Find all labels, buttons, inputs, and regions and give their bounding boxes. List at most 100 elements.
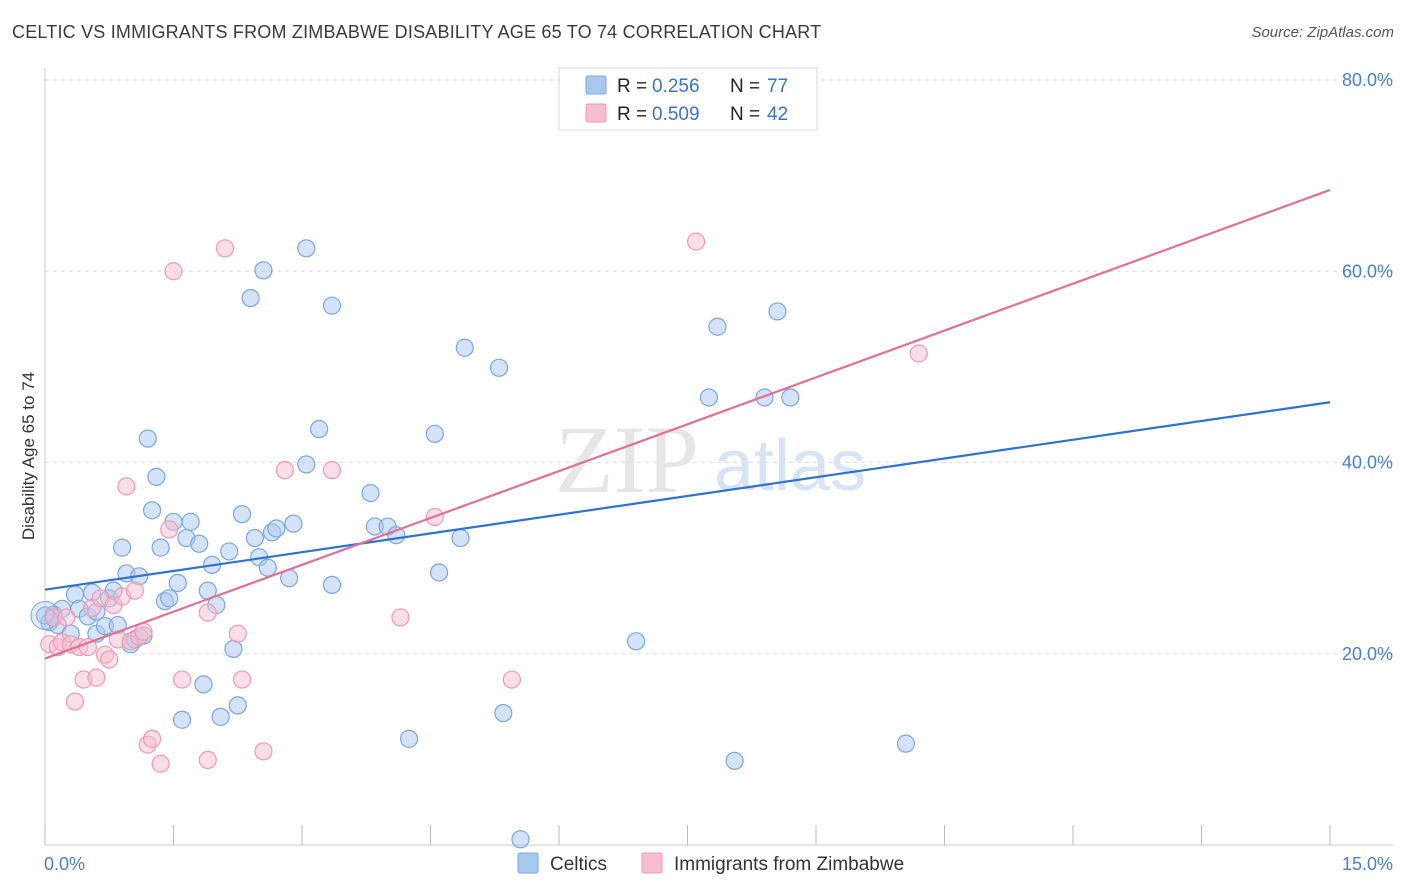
legend-r-value: 0.256 xyxy=(652,76,700,97)
zimbabwe-point xyxy=(164,262,183,281)
zimbabwe-point xyxy=(172,670,192,689)
celtics-point xyxy=(245,528,264,548)
celtics-point xyxy=(284,514,303,533)
bottom-legend-swatch-celtics xyxy=(517,852,539,874)
y-tick-label: 20.0% xyxy=(1342,644,1393,664)
celtics-point xyxy=(297,239,316,258)
legend-n-value: 77 xyxy=(767,76,788,97)
chart-title: CELTIC VS IMMIGRANTS FROM ZIMBABWE DISAB… xyxy=(12,22,822,42)
celtics-point xyxy=(168,573,187,593)
celtics-point xyxy=(151,538,170,557)
zimbabwe-point xyxy=(232,670,252,689)
celtics-point xyxy=(425,424,444,443)
zimbabwe-points xyxy=(40,232,928,773)
source-label: Source: ZipAtlas.com xyxy=(1251,24,1394,41)
celtics-point xyxy=(399,729,419,748)
celtics-point xyxy=(626,632,646,651)
zimbabwe-point xyxy=(57,608,76,627)
watermark-zip: ZIP xyxy=(555,406,699,513)
celtics-point xyxy=(147,467,166,486)
watermark-atlas: atlas xyxy=(714,426,866,506)
zimbabwe-point xyxy=(275,461,294,480)
zimbabwe-point xyxy=(151,754,170,773)
celtics-point xyxy=(494,703,513,723)
celtics-point xyxy=(310,419,329,439)
celtics-point xyxy=(451,528,470,548)
y-tick-label: 60.0% xyxy=(1342,261,1393,281)
axes xyxy=(44,68,1393,846)
celtics-point xyxy=(489,358,509,377)
celtics-point xyxy=(361,484,380,503)
zimbabwe-trend-line xyxy=(44,188,1331,660)
celtics-point xyxy=(112,538,132,557)
celtics-point xyxy=(297,455,316,474)
zimbabwe-point xyxy=(100,650,119,669)
zimbabwe-point xyxy=(322,461,342,480)
celtics-point xyxy=(228,696,247,715)
bottom-legend-swatch-zimbabwe xyxy=(641,852,663,874)
celtics-point xyxy=(322,575,342,595)
y-tick-labels: 20.0% 40.0% 60.0% 80.0% xyxy=(1342,70,1393,664)
celtics-point xyxy=(138,429,157,448)
y-tick-label: 40.0% xyxy=(1342,453,1393,473)
legend-swatch-celtics xyxy=(585,75,607,95)
y-axis-label: Disability Age 65 to 74 xyxy=(19,372,38,540)
celtics-point xyxy=(699,388,719,407)
x-tick-labels: 0.0% 15.0% xyxy=(44,854,1393,874)
bottom-legend-celtics: Celtics xyxy=(550,854,607,875)
celtics-point xyxy=(241,288,260,308)
zimbabwe-point xyxy=(198,603,217,622)
legend: R = 0.256 N = 77 R = 0.509 N = 42 xyxy=(558,67,818,131)
y-tick-label: 80.0% xyxy=(1342,70,1393,90)
zimbabwe-point xyxy=(254,742,273,761)
celtics-point xyxy=(267,519,286,538)
zimbabwe-point xyxy=(502,670,521,689)
celtics-point xyxy=(211,707,230,726)
celtics-point xyxy=(190,534,209,553)
zimbabwe-point xyxy=(215,239,234,258)
celtics-point xyxy=(172,710,192,729)
zimbabwe-point xyxy=(909,344,928,363)
celtics-trend-line xyxy=(44,401,1331,591)
celtics-point xyxy=(194,675,213,694)
celtics-point xyxy=(511,830,530,849)
legend-n-value: 42 xyxy=(767,104,788,125)
zimbabwe-point xyxy=(160,520,179,539)
x-tick-label: 0.0% xyxy=(44,854,85,874)
celtics-point xyxy=(232,505,252,524)
celtics-point xyxy=(254,261,273,280)
zimbabwe-point xyxy=(686,232,706,251)
celtics-point xyxy=(181,512,200,531)
celtics-point xyxy=(781,388,800,407)
legend-r-label: R = xyxy=(617,104,647,125)
zimbabwe-point xyxy=(87,668,106,687)
bottom-legend-zimbabwe: Immigrants from Zimbabwe xyxy=(674,854,904,875)
celtics-point xyxy=(429,563,449,582)
celtics-point xyxy=(896,734,916,753)
celtics-point xyxy=(708,317,727,336)
celtics-point xyxy=(455,338,474,357)
celtics-point xyxy=(224,639,243,659)
gridlines xyxy=(45,79,1393,655)
zimbabwe-point xyxy=(198,750,217,769)
celtics-point xyxy=(768,302,787,321)
celtics-point xyxy=(755,388,774,407)
celtics-point xyxy=(725,751,744,770)
zimbabwe-point xyxy=(391,608,410,627)
zimbabwe-point xyxy=(117,477,136,496)
celtics-point xyxy=(220,542,239,561)
celtics-point xyxy=(258,558,277,577)
celtics-point xyxy=(160,589,179,608)
zimbabwe-point xyxy=(125,581,145,600)
legend-swatch-zimbabwe xyxy=(585,103,607,123)
zimbabwe-point xyxy=(65,692,85,711)
trend-lines xyxy=(44,188,1331,660)
bottom-legend: Celtics Immigrants from Zimbabwe xyxy=(517,852,904,875)
zimbabwe-point xyxy=(228,624,247,643)
legend-r-value: 0.509 xyxy=(652,104,700,125)
celtics-point xyxy=(322,296,342,315)
legend-r-label: R = xyxy=(617,76,647,97)
legend-n-label: N = xyxy=(730,76,760,97)
legend-n-label: N = xyxy=(730,104,760,125)
